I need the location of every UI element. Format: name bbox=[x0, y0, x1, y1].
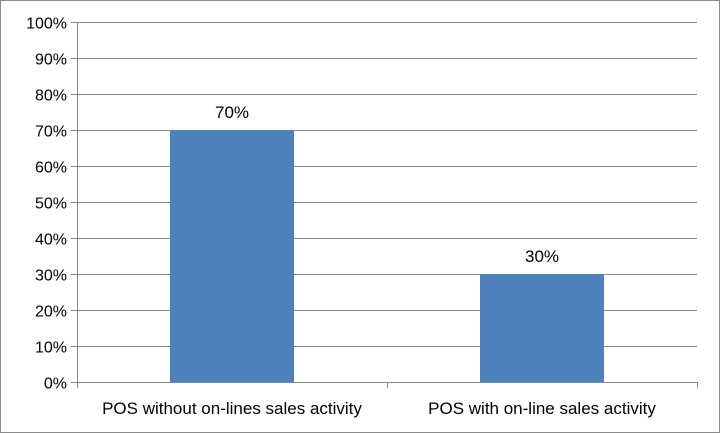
y-tick-label: 20% bbox=[35, 304, 67, 321]
bars bbox=[170, 130, 604, 382]
category-label: POS without on-lines sales activity bbox=[102, 399, 362, 418]
y-tick-label: 90% bbox=[35, 52, 67, 69]
y-tick-label: 30% bbox=[35, 268, 67, 285]
data-labels: 70% 30% bbox=[215, 103, 559, 266]
data-label: 30% bbox=[525, 247, 559, 266]
y-tick-label: 60% bbox=[35, 160, 67, 177]
bar bbox=[480, 274, 604, 382]
category-label: POS with on-line sales activity bbox=[428, 399, 656, 418]
y-tick-label: 0% bbox=[44, 376, 67, 393]
data-label: 70% bbox=[215, 103, 249, 122]
y-tick-label: 70% bbox=[35, 124, 67, 141]
y-tick-label: 40% bbox=[35, 232, 67, 249]
y-tick-label: 80% bbox=[35, 88, 67, 105]
bar bbox=[170, 130, 294, 382]
y-tick-label: 50% bbox=[35, 196, 67, 213]
axes bbox=[71, 22, 698, 388]
y-tick-label: 100% bbox=[26, 16, 67, 33]
x-axis-category-labels: POS without on-lines sales activity POS w… bbox=[102, 399, 656, 418]
y-axis-tick-labels: 0% 10% 20% 30% 40% 50% 60% 70% 80% 90% 100% bbox=[26, 16, 67, 393]
y-tick-label: 10% bbox=[35, 340, 67, 357]
